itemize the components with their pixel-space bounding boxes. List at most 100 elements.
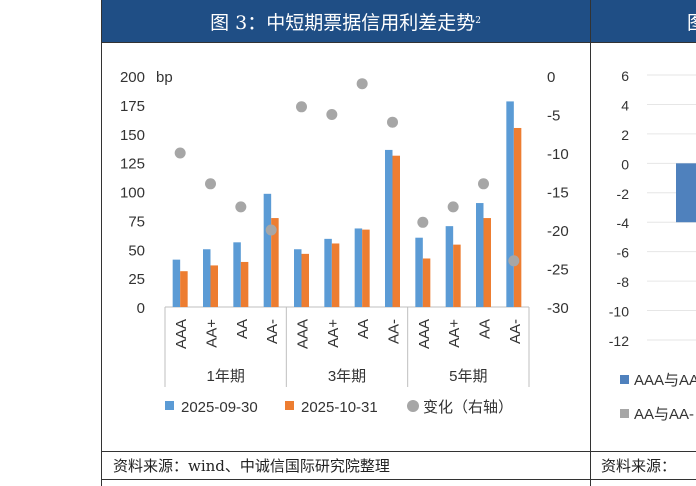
bar-2025-10-31 — [483, 218, 491, 307]
bar-2025-10-31 — [362, 229, 370, 307]
right-legend-marker — [620, 409, 629, 418]
y-tick-label: 50 — [128, 242, 145, 259]
right-title-bar: 图 — [591, 0, 696, 42]
x-category-label: AA — [355, 319, 372, 339]
x-category-label: AA — [234, 319, 251, 339]
y2-tick-label: 0 — [547, 69, 555, 86]
right-source-note: 资料来源： — [601, 456, 677, 475]
bar-2025-09-30 — [294, 249, 302, 307]
y-tick-label: 75 — [128, 213, 145, 230]
legend-marker-2025-10-31 — [285, 401, 294, 410]
right-y-tick-label: -2 — [617, 186, 630, 202]
x-category-label: AA- — [507, 319, 524, 344]
frame-line-bottom — [101, 479, 696, 480]
y-tick-label: 0 — [137, 300, 145, 317]
bar-2025-10-31 — [210, 265, 218, 307]
bar-2025-10-31 — [240, 261, 249, 307]
bar-2025-10-31 — [392, 155, 400, 307]
chart-title-bar: 图 3：中短期票据信用利差走势 2 — [101, 0, 590, 42]
right-y-tick-label: -4 — [617, 215, 630, 231]
x-category-label: AAA — [295, 319, 312, 349]
right-y-tick-label: -10 — [609, 304, 629, 320]
change-point — [326, 109, 338, 120]
frame-line-left — [101, 0, 102, 486]
right-legend-label: AA与AA- — [634, 406, 694, 423]
y-tick-label: 175 — [120, 98, 145, 115]
legend-label: 2025-09-30 — [181, 399, 258, 416]
change-point — [265, 224, 277, 236]
title-footnote: 2 — [475, 16, 481, 26]
right-chart: -12 -10 -8 -6 -4 -2 0 2 4 6 AAA与AA AA与AA- — [609, 68, 696, 423]
change-point — [356, 78, 368, 90]
change-point — [205, 178, 216, 190]
y-unit-label: bp — [156, 69, 173, 86]
bar-2025-10-31 — [180, 271, 188, 307]
x-group-label: 3年期 — [328, 368, 366, 385]
right-legend-marker — [620, 375, 629, 384]
y2-tick-label: -5 — [547, 108, 560, 125]
y-tick-label: 125 — [120, 156, 145, 173]
legend-marker-2025-09-30 — [165, 401, 174, 410]
right-y-tick-label: 4 — [621, 97, 629, 113]
left-chart-panel: 图 3：中短期票据信用利差走势 2 0 25 50 75 100 125 150 175 200 b… — [101, 0, 590, 486]
right-y-tick-label: -6 — [617, 245, 630, 261]
change-point — [478, 178, 489, 190]
right-y-tick-label: -8 — [617, 274, 630, 290]
bar-2025-09-30 — [324, 238, 332, 307]
legend-label: 2025-10-31 — [301, 399, 378, 416]
bar-2025-10-31 — [331, 243, 340, 307]
bar-2025-09-30 — [415, 237, 423, 307]
right-legend-label: AAA与AA — [634, 372, 696, 389]
source-note: 资料来源：wind、中诚信国际研究院整理 — [113, 456, 390, 475]
y2-tick-label: -20 — [547, 223, 569, 240]
y-tick-label: 100 — [120, 185, 145, 202]
change-point — [508, 255, 520, 267]
right-y-tick-label: 6 — [621, 68, 629, 84]
x-category-label: AA+ — [204, 319, 221, 348]
frame-line-divider — [590, 0, 591, 486]
bar-2025-09-30 — [172, 259, 181, 307]
frame-line-top — [101, 42, 696, 43]
change-point — [417, 216, 429, 228]
y2-tick-label: -10 — [547, 146, 569, 163]
bar-2025-09-30 — [445, 226, 454, 307]
bar-2025-09-30 — [506, 101, 514, 307]
bar-2025-10-31 — [513, 127, 522, 307]
change-point — [447, 201, 459, 213]
y-tick-label: 150 — [120, 127, 145, 144]
y2-tick-label: -25 — [547, 262, 569, 279]
bar-2025-10-31 — [301, 253, 309, 307]
legend-label: 变化（右轴） — [423, 399, 513, 416]
right-bar-aaa-vs-aa — [676, 163, 696, 223]
bar-2025-09-30 — [476, 203, 484, 307]
x-category-label: AAA — [416, 319, 433, 349]
bar-2025-09-30 — [263, 193, 272, 307]
credit-spread-chart: 0 25 50 75 100 125 150 175 200 bp -30 -25 -20 -15 -10 -… — [120, 69, 569, 416]
x-category-label: AA+ — [325, 319, 342, 348]
change-point — [296, 101, 307, 113]
legend-marker-change — [407, 400, 419, 412]
x-category-label: AAA — [173, 319, 190, 349]
x-category-label: AA- — [264, 319, 281, 344]
y-tick-label: 25 — [128, 271, 145, 288]
right-y-tick-label: 2 — [621, 127, 629, 143]
change-point — [174, 147, 186, 159]
bar-2025-09-30 — [354, 228, 363, 307]
x-group-label: 5年期 — [449, 368, 487, 385]
bar-2025-10-31 — [271, 218, 279, 307]
right-chart-panel: 图 -12 -10 -8 -6 -4 -2 0 2 4 6 AAA与AA AA与AA- 资料来源： — [591, 0, 696, 486]
bar-2025-09-30 — [203, 249, 211, 307]
x-group-label: 1年期 — [206, 368, 244, 385]
change-point — [387, 116, 398, 128]
bar-2025-09-30 — [385, 149, 393, 307]
x-category-label: AA+ — [446, 319, 463, 348]
chart-title: 图 3：中短期票据信用利差走势 — [210, 11, 476, 34]
x-category-label: AA- — [386, 319, 403, 344]
y2-tick-label: -15 — [547, 185, 569, 202]
right-y-tick-label: 0 — [621, 156, 629, 172]
change-point — [235, 201, 247, 213]
right-y-tick-label: -12 — [609, 333, 629, 349]
bar-2025-09-30 — [233, 242, 241, 307]
right-title-fragment: 图 — [687, 8, 696, 35]
y-tick-label: 200 — [120, 69, 145, 86]
